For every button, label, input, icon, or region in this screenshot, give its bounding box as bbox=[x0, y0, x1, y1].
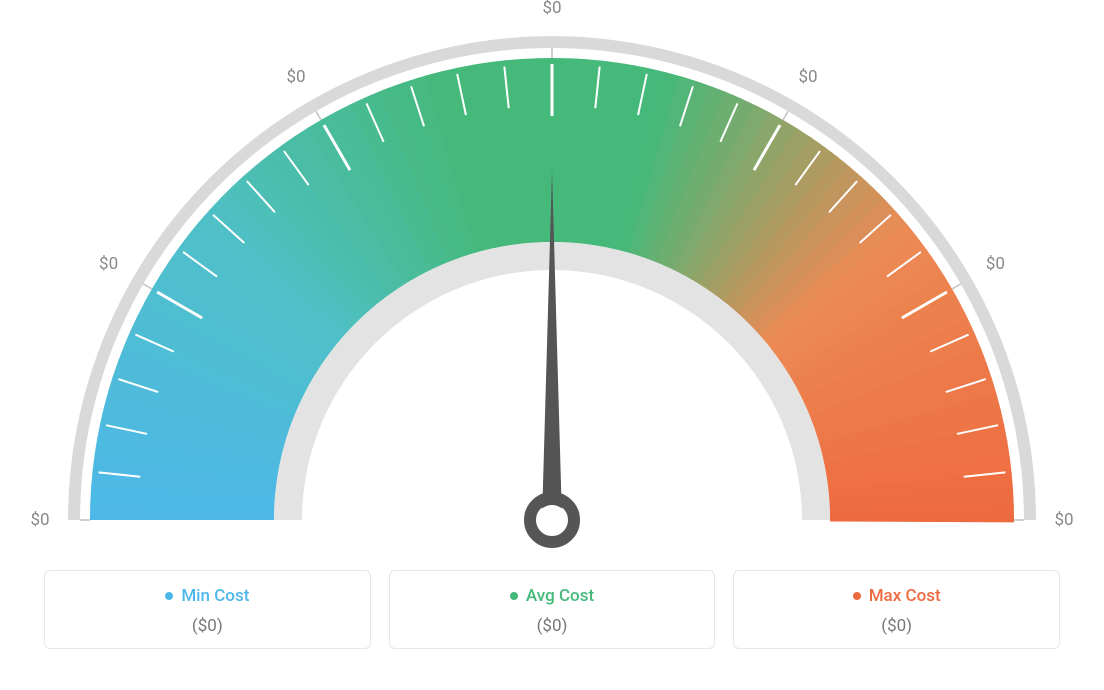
legend-value-max: ($0) bbox=[734, 616, 1059, 636]
legend-value-avg: ($0) bbox=[390, 616, 715, 636]
legend-dot-min bbox=[165, 592, 173, 600]
gauge-chart: $0 $0 $0 $0 $0 $0 $0 bbox=[0, 0, 1104, 560]
legend-row: Min Cost ($0) Avg Cost ($0) Max Cost ($0… bbox=[0, 570, 1104, 649]
gauge-tick-label: $0 bbox=[30, 510, 49, 530]
gauge-tick-label: $0 bbox=[1054, 510, 1073, 530]
legend-title-max: Max Cost bbox=[853, 586, 941, 606]
gauge-tick-label: $0 bbox=[99, 254, 118, 274]
legend-title-avg: Avg Cost bbox=[510, 586, 594, 606]
legend-box-max: Max Cost ($0) bbox=[733, 570, 1060, 649]
legend-box-min: Min Cost ($0) bbox=[44, 570, 371, 649]
legend-label-min: Min Cost bbox=[181, 586, 249, 606]
gauge-svg bbox=[0, 0, 1104, 560]
gauge-tick-label: $0 bbox=[986, 254, 1005, 274]
legend-label-avg: Avg Cost bbox=[526, 586, 594, 606]
legend-dot-max bbox=[853, 592, 861, 600]
legend-box-avg: Avg Cost ($0) bbox=[389, 570, 716, 649]
gauge-tick-label: $0 bbox=[798, 67, 817, 87]
legend-label-max: Max Cost bbox=[869, 586, 941, 606]
legend-title-min: Min Cost bbox=[165, 586, 249, 606]
legend-value-min: ($0) bbox=[45, 616, 370, 636]
gauge-tick-label: $0 bbox=[286, 67, 305, 87]
gauge-tick-label: $0 bbox=[542, 0, 561, 18]
legend-dot-avg bbox=[510, 592, 518, 600]
